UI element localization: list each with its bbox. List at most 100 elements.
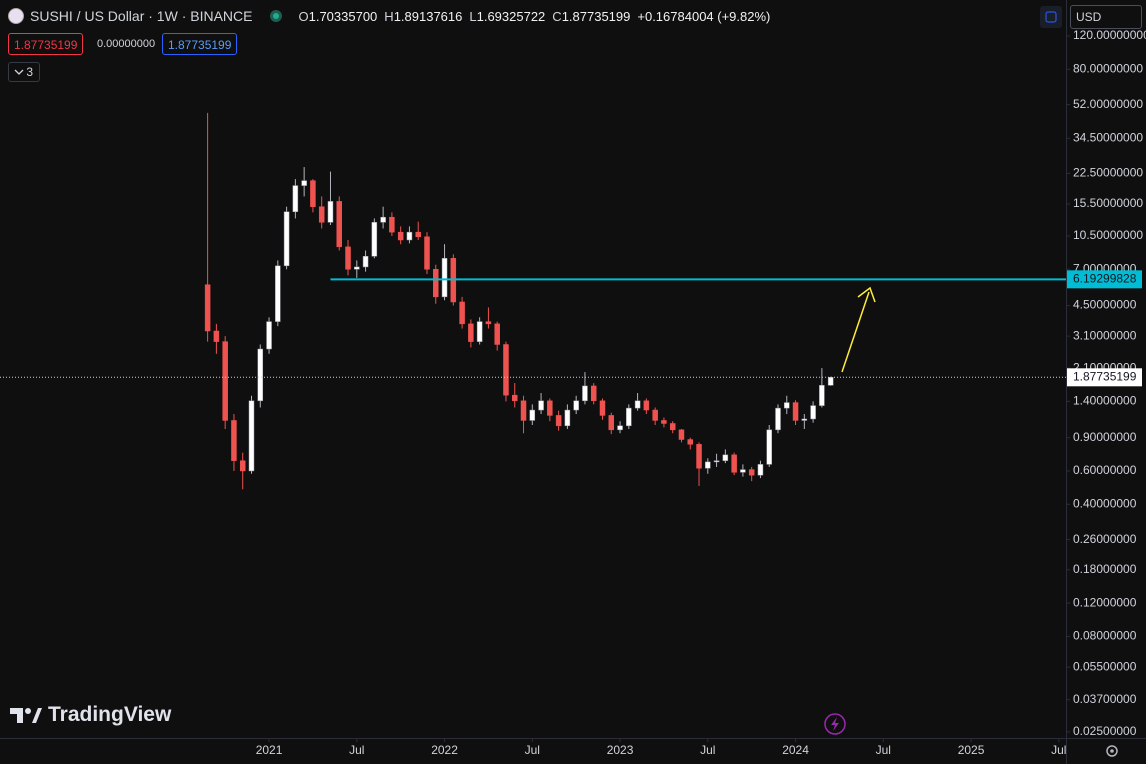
candle-body [827, 377, 834, 386]
currency-select[interactable]: USD [1070, 5, 1142, 29]
candle-body [722, 454, 729, 461]
ohlc-value: 1.69325722 [476, 8, 546, 24]
candle-body [318, 206, 325, 223]
symbol-legend: SUSHI / US Dollar · 1W · BINANCE O1.7033… [8, 6, 770, 26]
y-tick-label: 34.50000000 [1073, 130, 1143, 144]
candle-body [354, 266, 360, 270]
ohlc-change: +0.16784004 (+9.82%) [637, 8, 771, 24]
candle-body [766, 429, 772, 465]
market-status [270, 10, 283, 22]
candle-body [564, 409, 571, 427]
y-tick-label: 22.50000000 [1073, 166, 1143, 180]
candle-body [696, 444, 702, 469]
candle-body [810, 405, 816, 420]
candle-body [775, 407, 781, 431]
x-tick-label: Jul [1051, 743, 1066, 757]
candle-body [389, 216, 395, 233]
candle-body [239, 460, 246, 472]
candle-body [257, 348, 264, 402]
candle-body [599, 400, 606, 416]
candle-body [661, 420, 667, 424]
candle-body [608, 415, 615, 431]
candle-body [740, 469, 746, 473]
candle-body [678, 429, 685, 440]
price-axis: 120.00000000 80.00000000 52.00000000 34.500… [1066, 28, 1146, 738]
settings-icon [1110, 749, 1114, 753]
y-tick-label: 10.50000000 [1073, 228, 1143, 242]
x-tick-label: 2021 [256, 743, 283, 757]
candle-body [222, 341, 228, 421]
indicator-count: 3 [26, 65, 33, 79]
candle-body [731, 454, 737, 473]
last-price-box [1067, 368, 1142, 387]
x-tick-label: Jul [349, 743, 364, 757]
candle-body [669, 423, 676, 431]
candle-body [713, 460, 720, 463]
buy-price[interactable]: 1.87735199 [162, 33, 238, 55]
x-tick-label: 2025 [958, 743, 985, 757]
ohlc-value: 1.87735199 [561, 8, 631, 24]
x-tick-label: 2022 [431, 743, 458, 757]
candle-body [310, 180, 316, 207]
candle-body [336, 201, 342, 248]
candle-body [547, 400, 553, 416]
ohlc-item: L1.69325722 [469, 9, 545, 24]
y-tick-label: 0.26000000 [1073, 532, 1137, 546]
spread: 0.00000000 [97, 38, 156, 50]
ohlc-key: H [384, 8, 394, 24]
x-tick-label: Jul [525, 743, 540, 757]
candle-body [792, 402, 799, 421]
toolbar-button[interactable] [1040, 6, 1062, 28]
candle-body [590, 385, 597, 402]
watermark-text: TradingView [48, 703, 172, 726]
y-tick-label: 0.03700000 [1073, 692, 1137, 706]
candle-body [213, 330, 220, 342]
y-tick-label: 15.50000000 [1073, 196, 1143, 210]
candle-body [301, 180, 307, 186]
candle-body [582, 385, 588, 402]
symbol-title[interactable]: SUSHI / US Dollar · 1W · BINANCE [30, 8, 253, 24]
candle-body [380, 216, 386, 223]
sell-price[interactable]: 1.87735199 [8, 33, 84, 55]
candle-body [748, 469, 755, 476]
candle-body [292, 185, 299, 213]
candle-body [538, 400, 544, 411]
candle-body [494, 323, 500, 345]
alert-button[interactable] [824, 713, 846, 735]
candle-body [204, 284, 211, 332]
ohlc-item: O1.70335700 [298, 9, 377, 24]
candle-body [424, 236, 430, 270]
candle-body [784, 402, 790, 409]
candle-body [433, 269, 439, 298]
y-tick-label: 3.10000000 [1073, 328, 1137, 342]
y-tick-label: 0.90000000 [1073, 430, 1137, 444]
candle-body [626, 407, 632, 427]
symbol-logo [8, 8, 24, 24]
candle-body [275, 265, 281, 322]
annotations [841, 286, 876, 373]
candles [0, 112, 1066, 490]
settings-button[interactable] [1106, 745, 1118, 757]
candle-body [801, 418, 808, 421]
ohlc-value: 1.70335700 [308, 8, 378, 24]
candle-body [819, 385, 825, 406]
y-tick-label: 0.02500000 [1073, 724, 1137, 738]
candle-body [468, 323, 474, 342]
candle-body [266, 321, 272, 350]
x-tick-label: 2024 [782, 743, 809, 757]
candle-body [757, 464, 764, 476]
chevron [14, 69, 24, 75]
candle-body [231, 420, 237, 461]
candle-body [511, 394, 518, 402]
candle-body [283, 211, 290, 267]
watermark-logo [10, 708, 42, 723]
y-tick-label: 120.00000000 [1073, 28, 1146, 42]
candle-body [415, 231, 421, 238]
indicators-toggle[interactable]: 3 [8, 62, 40, 82]
candle-body [459, 301, 465, 325]
ohlc-key: O [298, 8, 309, 24]
y-tick-label: 0.12000000 [1073, 595, 1137, 609]
toolbar-icon [1045, 11, 1057, 23]
